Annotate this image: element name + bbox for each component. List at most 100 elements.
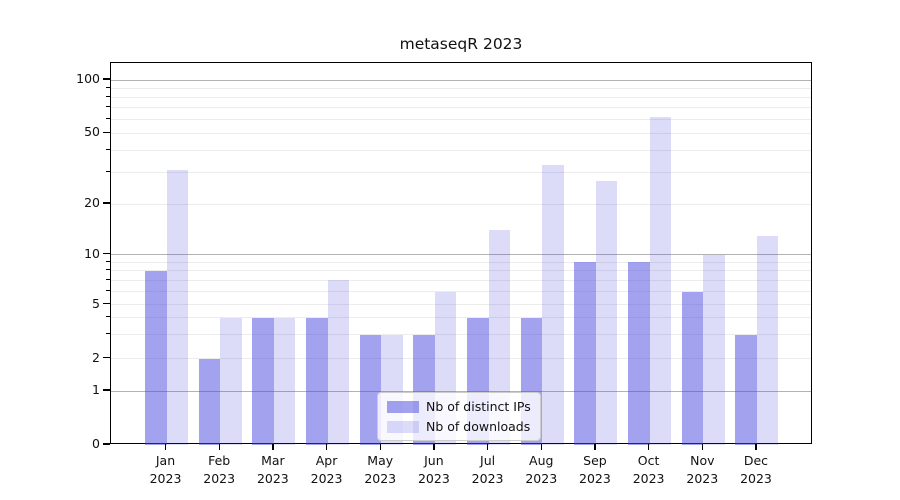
x-tick-mark <box>218 444 220 450</box>
x-tick-label: Jun 2023 <box>417 453 450 486</box>
y-tick-mark <box>103 389 110 391</box>
bar-downloads-oct <box>649 116 672 445</box>
x-tick-label: Oct 2023 <box>632 453 665 486</box>
x-tick-mark <box>647 444 650 450</box>
legend-entry: Nb of downloads <box>387 419 531 434</box>
bar-distinct-ips-may <box>359 334 382 445</box>
x-tick-mark <box>164 444 167 450</box>
x-tick-mark <box>540 444 542 450</box>
gridline-minor <box>111 291 811 293</box>
x-tick-label: Jul 2023 <box>471 453 504 486</box>
x-tick-label: Aug 2023 <box>525 453 558 486</box>
legend-entry: Nb of distinct IPs <box>387 399 531 414</box>
gridline-minor <box>111 150 811 152</box>
y-tick-label: 20 <box>84 195 100 210</box>
y-minor-tick-mark <box>106 260 110 262</box>
gridline-minor <box>111 304 811 306</box>
y-tick-mark <box>103 443 110 445</box>
y-tick-mark <box>103 78 110 80</box>
y-tick-label: 50 <box>84 124 100 140</box>
bar-distinct-ips-feb <box>198 358 221 445</box>
bar-distinct-ips-jan <box>145 270 167 445</box>
gridline-minor <box>111 261 811 263</box>
y-tick-mark <box>103 357 110 359</box>
gridline-minor <box>111 118 811 120</box>
y-tick-label: 10 <box>84 245 100 261</box>
bar-downloads-jan <box>166 170 188 445</box>
gridline-minor <box>111 106 811 108</box>
gridline-minor <box>111 317 811 319</box>
bar-downloads-feb <box>220 317 242 445</box>
gridline-minor <box>111 270 811 272</box>
x-tick-mark <box>486 444 489 450</box>
x-tick-mark <box>379 444 381 450</box>
bar-distinct-ips-sep <box>574 262 596 445</box>
bar-downloads-dec <box>756 235 779 445</box>
x-tick-label: May 2023 <box>364 453 397 486</box>
y-tick-mark <box>103 253 110 255</box>
gridline-major <box>111 79 811 81</box>
y-minor-tick-mark <box>106 117 110 119</box>
bar-distinct-ips-oct <box>628 262 650 445</box>
bar-downloads-jul <box>488 230 511 445</box>
x-tick-label: Apr 2023 <box>310 453 343 486</box>
gridline-major <box>111 390 811 392</box>
y-tick-label: 1 <box>92 382 100 397</box>
x-tick-label: Mar 2023 <box>256 453 289 486</box>
gridline-minor <box>111 132 811 134</box>
y-tick-mark <box>103 202 110 204</box>
y-minor-tick-mark <box>106 278 110 280</box>
y-minor-tick-mark <box>106 149 110 151</box>
gridline-minor <box>111 279 811 281</box>
y-minor-tick-mark <box>106 316 110 318</box>
y-minor-tick-mark <box>106 269 110 271</box>
x-tick-mark <box>272 444 274 450</box>
gridline-minor <box>111 172 811 174</box>
gridline-minor <box>111 203 811 205</box>
legend-label: Nb of downloads <box>426 419 531 434</box>
chart-title: metaseqR 2023 <box>399 35 523 53</box>
y-minor-tick-mark <box>106 105 110 107</box>
y-tick-mark <box>103 131 110 133</box>
legend-label: Nb of distinct IPs <box>426 399 531 414</box>
bar-downloads-mar <box>273 317 296 445</box>
gridline-minor <box>111 87 811 89</box>
y-tick-label: 2 <box>92 349 100 365</box>
bar-downloads-sep <box>595 180 618 445</box>
legend: Nb of distinct IPs Nb of downloads <box>377 392 541 441</box>
gridline-minor <box>111 358 811 360</box>
x-tick-label: Jan 2023 <box>149 453 182 486</box>
plot-area <box>110 62 812 445</box>
x-tick-mark <box>594 444 596 450</box>
bar-distinct-ips-apr <box>306 317 328 445</box>
y-tick-label: 0 <box>92 436 100 451</box>
bar-downloads-aug <box>542 165 564 445</box>
bar-downloads-apr <box>327 280 350 445</box>
x-tick-label: Dec 2023 <box>740 453 772 486</box>
y-tick-label: 100 <box>76 71 100 86</box>
legend-swatch-downloads <box>387 420 419 433</box>
gridline-major <box>111 254 811 256</box>
gridline-minor <box>111 334 811 336</box>
bar-distinct-ips-nov <box>681 291 704 445</box>
bar-distinct-ips-dec <box>735 334 757 445</box>
y-minor-tick-mark <box>106 333 110 335</box>
y-minor-tick-mark <box>106 171 110 173</box>
bar-distinct-ips-mar <box>252 317 274 445</box>
y-minor-tick-mark <box>106 95 110 97</box>
y-tick-mark <box>103 303 110 305</box>
x-tick-label: Sep 2023 <box>579 453 611 486</box>
legend-swatch-distinct-ips <box>387 400 419 413</box>
x-tick-mark <box>325 444 328 450</box>
y-tick-label: 5 <box>92 295 100 311</box>
y-minor-tick-mark <box>106 86 110 88</box>
x-tick-mark <box>433 444 435 450</box>
gridline-minor <box>111 96 811 98</box>
x-tick-mark <box>701 444 703 450</box>
x-tick-label: Feb 2023 <box>203 453 236 486</box>
x-tick-mark <box>755 444 757 450</box>
x-tick-label: Nov 2023 <box>686 453 719 486</box>
y-minor-tick-mark <box>106 290 110 292</box>
bar-downloads-nov <box>703 254 725 445</box>
